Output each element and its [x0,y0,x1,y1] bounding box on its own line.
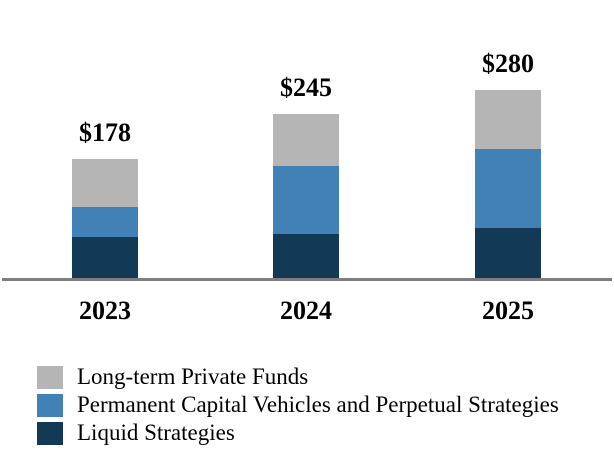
legend-swatch-permanent-capital-vehicles-and-perpetual-strategies [37,393,63,417]
legend: Long-term Private Funds Permanent Capital… [37,363,559,447]
total-label-2024: $245 [280,72,332,102]
bar-segment-2025-liquid-strategies [475,228,541,279]
bar-segment-2025-long-term-private-funds [475,90,541,149]
total-label-2025: $280 [482,49,534,78]
x-tick-label-2025: 2025 [482,296,534,325]
legend-swatch-liquid-strategies [37,421,63,445]
legend-label: Long-term Private Funds [77,364,309,389]
bar-segment-2023-long-term-private-funds [72,158,138,207]
total-label-2023: $178 [79,117,131,147]
bar-segment-2025-permanent-capital-vehicles-and-perpetual-strategies [475,148,541,229]
legend-item-long-term-private-funds: Long-term Private Funds [37,363,559,391]
legend-label: Liquid Strategies [77,420,235,445]
x-axis-line [2,278,612,281]
legend-item-permanent-capital-vehicles-and-perpetual-strategies: Permanent Capital Vehicles and Perpetual… [37,391,559,419]
bar-segment-2024-liquid-strategies [273,234,339,279]
bar-segment-2024-long-term-private-funds [273,113,339,166]
legend-label: Permanent Capital Vehicles and Perpetual… [77,392,559,417]
legend-swatch-long-term-private-funds [37,365,63,389]
bar-segment-2023-permanent-capital-vehicles-and-perpetual-strategies [72,206,138,238]
x-tick-label-2023: 2023 [79,296,131,325]
legend-item-liquid-strategies: Liquid Strategies [37,419,559,447]
x-tick-label-2024: 2024 [280,296,332,325]
bar-segment-2024-permanent-capital-vehicles-and-perpetual-strategies [273,165,339,235]
bar-segment-2023-liquid-strategies [72,237,138,279]
